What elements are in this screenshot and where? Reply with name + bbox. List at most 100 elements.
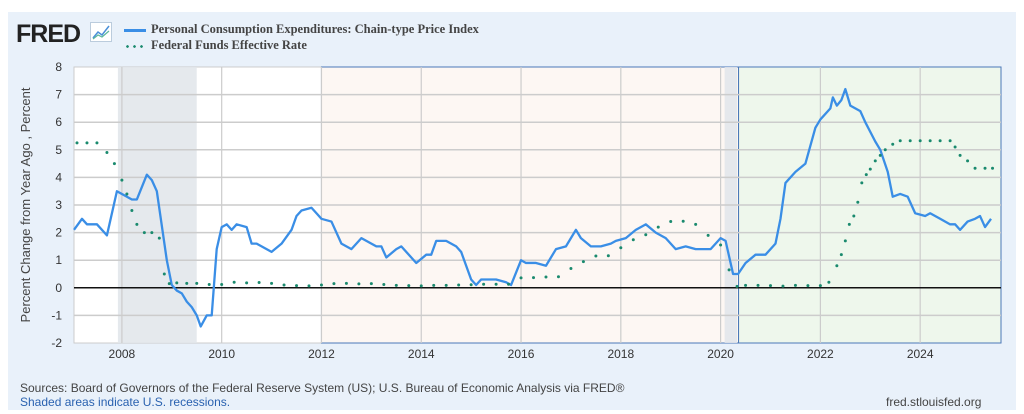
ffr-data-point	[883, 148, 887, 152]
y-tick-label: 1	[55, 253, 62, 267]
ffr-data-point	[95, 141, 99, 145]
ffr-data-point	[419, 284, 423, 288]
ffr-data-point	[878, 153, 882, 157]
ffr-data-point	[631, 238, 635, 242]
ffr-data-point	[818, 284, 822, 288]
ffr-data-point	[756, 283, 760, 287]
ffr-data-point	[469, 283, 473, 287]
ffr-data-point	[85, 141, 89, 145]
ffr-data-point	[938, 139, 942, 143]
ffr-data-point	[847, 222, 851, 226]
site-url: fred.stlouisfed.org	[886, 395, 982, 409]
ffr-data-point	[457, 283, 461, 287]
ffr-data-point	[864, 173, 868, 177]
ffr-data-point	[873, 159, 877, 163]
ffr-data-point	[656, 225, 660, 229]
legend-label: Federal Funds Effective Rate	[151, 38, 307, 52]
ffr-data-point	[973, 166, 977, 170]
ffr-data-point	[407, 284, 411, 288]
ffr-data-point	[948, 139, 952, 143]
y-tick-label: 7	[55, 88, 62, 102]
ffr-data-point	[806, 284, 810, 288]
ffr-data-point	[232, 280, 236, 284]
ffr-data-point	[444, 283, 448, 287]
x-tick-label: 2022	[807, 347, 834, 361]
ffr-data-point	[843, 239, 847, 243]
y-tick-label: -2	[51, 336, 62, 350]
ffr-data-point	[727, 268, 731, 272]
x-tick-label: 2008	[109, 347, 136, 361]
ffr-data-point	[793, 283, 797, 287]
x-tick-label: 2020	[707, 347, 734, 361]
ffr-data-point	[195, 281, 199, 285]
ffr-data-point	[105, 151, 109, 155]
ffr-data-point	[669, 220, 673, 224]
ffr-data-point	[898, 139, 902, 143]
ffr-data-point	[157, 236, 161, 240]
legend-item-pce: Personal Consumption Expenditures: Chain…	[124, 22, 479, 37]
ffr-data-point	[681, 219, 685, 223]
ffr-data-point	[257, 281, 261, 285]
y-tick-label: 8	[55, 60, 62, 74]
ffr-data-point	[983, 166, 987, 170]
ffr-data-point	[167, 282, 171, 286]
ffr-data-point	[581, 260, 585, 264]
y-tick-label: 3	[55, 198, 62, 212]
ffr-data-point	[706, 233, 710, 237]
ffr-data-point	[494, 282, 498, 286]
ffr-data-point	[482, 282, 486, 286]
ffr-data-point	[75, 141, 79, 145]
x-tick-label: 2018	[607, 347, 634, 361]
ffr-data-point	[839, 253, 843, 257]
ffr-data-point	[928, 139, 932, 143]
y-tick-label: 6	[55, 115, 62, 129]
ffr-data-point	[130, 209, 134, 213]
ffr-data-point	[220, 282, 224, 286]
ffr-data-point	[319, 283, 323, 287]
ffr-data-point	[282, 283, 286, 287]
ffr-data-point	[207, 282, 211, 286]
legend-solid-line-icon	[124, 28, 146, 32]
ffr-data-point	[735, 284, 739, 288]
ffr-data-point	[544, 275, 548, 279]
fred-chart-panel: FRED Personal Consumption Expenditures: …	[8, 12, 1016, 410]
ffr-data-point	[120, 178, 124, 182]
ffr-data-point	[245, 281, 249, 285]
ffr-data-point	[135, 222, 139, 226]
ffr-data-point	[966, 159, 970, 163]
x-tick-label: 2012	[308, 347, 335, 361]
ffr-data-point	[958, 153, 962, 157]
recession-note: Shaded areas indicate U.S. recessions.	[20, 395, 231, 409]
ffr-data-point	[295, 284, 299, 288]
legend-dotted-line-icon	[124, 44, 146, 48]
ffr-data-point	[332, 282, 336, 286]
ffr-data-point	[768, 284, 772, 288]
y-tick-label: 0	[55, 281, 62, 295]
ffr-data-point	[908, 139, 912, 143]
x-tick-label: 2014	[408, 347, 435, 361]
line-chart: -2 -1 0 1 2 3 4 5 6 7 8 2008 2010 2012 2014 2016 2018 202…	[18, 60, 1002, 361]
y-tick-label: 2	[55, 226, 62, 240]
pce-series-line	[73, 87, 992, 328]
ffr-data-point	[694, 222, 698, 226]
ffr-data-point	[556, 275, 560, 279]
ffr-data-point	[270, 281, 274, 285]
ffr-data-point	[835, 264, 839, 268]
ffr-data-point	[142, 231, 146, 235]
ffr-data-point	[852, 214, 856, 218]
ffr-data-point	[382, 282, 386, 286]
x-tick-label: 2024	[907, 347, 934, 361]
x-tick-label: 2010	[208, 347, 235, 361]
ffr-data-point	[185, 281, 189, 285]
ffr-data-point	[344, 281, 348, 285]
legend-item-ffr: Federal Funds Effective Rate	[124, 38, 307, 53]
ffr-data-point	[594, 254, 598, 258]
y-axis-label: Percent Change from Year Ago , Percent	[18, 87, 33, 322]
ffr-data-point	[644, 233, 648, 237]
ffr-data-point	[868, 167, 872, 171]
y-tick-label: -1	[51, 308, 62, 322]
ffr-data-point	[953, 145, 957, 149]
ffr-data-point	[606, 254, 610, 258]
ffr-data-point	[369, 282, 373, 286]
y-tick-label: 4	[55, 170, 62, 184]
